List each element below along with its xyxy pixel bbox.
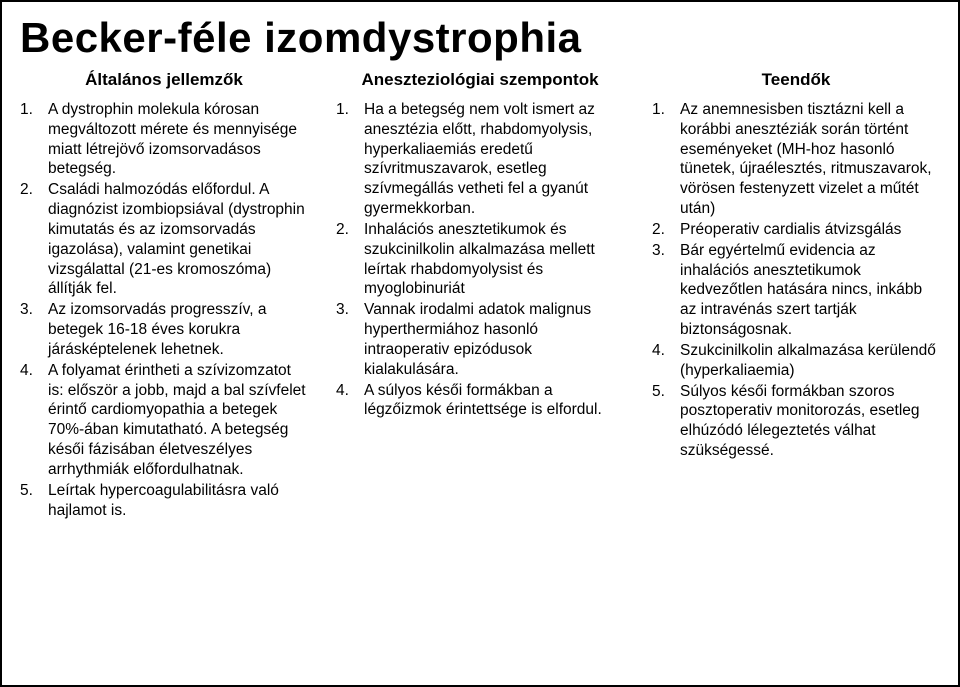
item-text: Vannak irodalmi adatok malignus hyperthe… [364, 300, 624, 379]
column-general: Általános jellemzők 1.A dystrophin molek… [20, 70, 308, 521]
column-tasks: Teendők 1.Az anemnesisben tisztázni kell… [652, 70, 940, 521]
list-item: 1.A dystrophin molekula kórosan megválto… [20, 100, 308, 179]
column-anesth: Aneszteziológiai szempontok 1.Ha a beteg… [336, 70, 624, 521]
list-item: 4.A súlyos késői formákban a légzőizmok … [336, 381, 624, 421]
item-number: 5. [20, 481, 48, 521]
column-header: Teendők [652, 70, 940, 90]
item-number: 4. [336, 381, 364, 421]
item-number: 2. [336, 220, 364, 299]
list-item: 5.Súlyos késői formákban szoros posztope… [652, 382, 940, 461]
item-text: A folyamat érintheti a szívizomzatot is:… [48, 361, 308, 480]
list-item: 4.Szukcinilkolin alkalmazása kerülendő (… [652, 341, 940, 381]
item-text: Családi halmozódás előfordul. A diagnózi… [48, 180, 308, 299]
item-number: 4. [20, 361, 48, 480]
item-number: 2. [20, 180, 48, 299]
item-number: 1. [652, 100, 680, 219]
item-number: 3. [336, 300, 364, 379]
item-text: Szukcinilkolin alkalmazása kerülendő (hy… [680, 341, 940, 381]
columns-container: Általános jellemzők 1.A dystrophin molek… [20, 70, 940, 521]
list-anesth: 1.Ha a betegség nem volt ismert az anesz… [336, 100, 624, 420]
page-title: Becker-féle izomdystrophia [20, 14, 940, 62]
item-text: A súlyos késői formákban a légzőizmok ér… [364, 381, 624, 421]
list-item: 3.Vannak irodalmi adatok malignus hypert… [336, 300, 624, 379]
list-general: 1.A dystrophin molekula kórosan megválto… [20, 100, 308, 520]
item-text: Súlyos késői formákban szoros posztopera… [680, 382, 940, 461]
list-item: 3.Az izomsorvadás progresszív, a betegek… [20, 300, 308, 359]
item-number: 3. [652, 241, 680, 340]
item-text: Leírtak hypercoagulabilitásra való hajla… [48, 481, 308, 521]
item-number: 2. [652, 220, 680, 240]
document-page: Becker-féle izomdystrophia Általános jel… [0, 0, 960, 687]
list-item: 1.Az anemnesisben tisztázni kell a koráb… [652, 100, 940, 219]
list-item: 2.Családi halmozódás előfordul. A diagnó… [20, 180, 308, 299]
item-text: Préoperativ cardialis átvizsgálás [680, 220, 940, 240]
item-text: Az anemnesisben tisztázni kell a korábbi… [680, 100, 940, 219]
item-number: 3. [20, 300, 48, 359]
item-number: 4. [652, 341, 680, 381]
item-text: A dystrophin molekula kórosan megváltozo… [48, 100, 308, 179]
column-header: Aneszteziológiai szempontok [336, 70, 624, 90]
column-header: Általános jellemzők [20, 70, 308, 90]
list-item: 3.Bár egyértelmű evidencia az inhalációs… [652, 241, 940, 340]
list-item: 2.Inhalációs anesztetikumok és szukcinil… [336, 220, 624, 299]
item-text: Az izomsorvadás progresszív, a betegek 1… [48, 300, 308, 359]
item-text: Bár egyértelmű evidencia az inhalációs a… [680, 241, 940, 340]
list-tasks: 1.Az anemnesisben tisztázni kell a koráb… [652, 100, 940, 461]
item-number: 1. [336, 100, 364, 219]
item-text: Inhalációs anesztetikumok és szukcinilko… [364, 220, 624, 299]
list-item: 5.Leírtak hypercoagulabilitásra való haj… [20, 481, 308, 521]
item-number: 1. [20, 100, 48, 179]
item-number: 5. [652, 382, 680, 461]
list-item: 2.Préoperativ cardialis átvizsgálás [652, 220, 940, 240]
list-item: 1.Ha a betegség nem volt ismert az anesz… [336, 100, 624, 219]
item-text: Ha a betegség nem volt ismert az aneszté… [364, 100, 624, 219]
list-item: 4.A folyamat érintheti a szívizomzatot i… [20, 361, 308, 480]
